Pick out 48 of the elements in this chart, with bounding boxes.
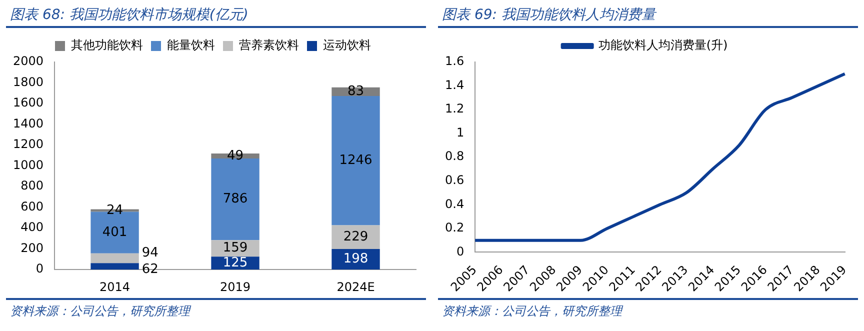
y-tick-label: 1.2	[444, 102, 464, 116]
y-tick-label: 400	[20, 220, 44, 234]
x-tick-label: 2019	[220, 280, 251, 294]
legend-label: 营养素饮料	[239, 38, 299, 52]
data-label: 125	[222, 255, 248, 270]
bar	[90, 253, 139, 264]
data-label: 159	[222, 240, 248, 256]
y-tick-label: 1	[456, 125, 464, 140]
bar	[90, 263, 139, 270]
data-label: 1246	[339, 152, 372, 168]
chart-title: 图表 68: 我国功能饮料市场规模(亿元)	[6, 0, 426, 28]
data-label: 198	[343, 252, 368, 267]
y-tick-label: 1600	[12, 96, 44, 110]
bar	[332, 96, 380, 226]
y-tick-label: 0	[456, 244, 464, 258]
chart-title: 图表 69: 我国功能饮料人均消费量	[438, 0, 858, 28]
legend-label: 功能饮料人均消费量(升)	[598, 38, 728, 52]
y-tick-label: 0.2	[444, 220, 464, 235]
y-tick-label: 0.8	[444, 149, 464, 164]
data-label: 94	[142, 246, 158, 261]
data-label: 401	[102, 224, 128, 240]
y-tick-label: 2000	[12, 54, 44, 68]
y-tick-label: 1000	[12, 158, 44, 172]
y-tick-label: 0.6	[444, 173, 464, 188]
bar	[332, 225, 380, 250]
y-tick-label: 1400	[12, 116, 44, 130]
bar	[211, 158, 260, 240]
text: 资料来源：公司公告，研究所整理	[438, 298, 858, 323]
y-tick-label: 800	[20, 178, 44, 193]
y-tick-label: 600	[20, 199, 44, 214]
line-series	[474, 72, 846, 242]
legend-label: 其他功能饮料	[71, 38, 143, 52]
y-tick-label: 1200	[12, 137, 44, 152]
y-tick-label: 200	[20, 240, 44, 255]
text: 资料来源：公司公告，研究所整理	[6, 298, 426, 323]
data-label: 62	[142, 262, 158, 277]
x-tick-label: 2024E	[336, 280, 375, 294]
data-label: 229	[343, 230, 368, 245]
x-tick-label: 2014	[100, 280, 130, 294]
legend-label: 能量饮料	[167, 38, 215, 52]
y-tick-label: 1.6	[444, 54, 464, 68]
y-tick-label: 1.4	[444, 78, 464, 92]
data-label: 786	[222, 192, 248, 207]
data-label: 83	[347, 84, 364, 100]
legend-label: 运动饮料	[323, 38, 371, 52]
y-tick-label: 0	[36, 262, 44, 276]
y-tick-label: 1800	[12, 74, 44, 89]
y-tick-label: 0.4	[444, 196, 464, 211]
